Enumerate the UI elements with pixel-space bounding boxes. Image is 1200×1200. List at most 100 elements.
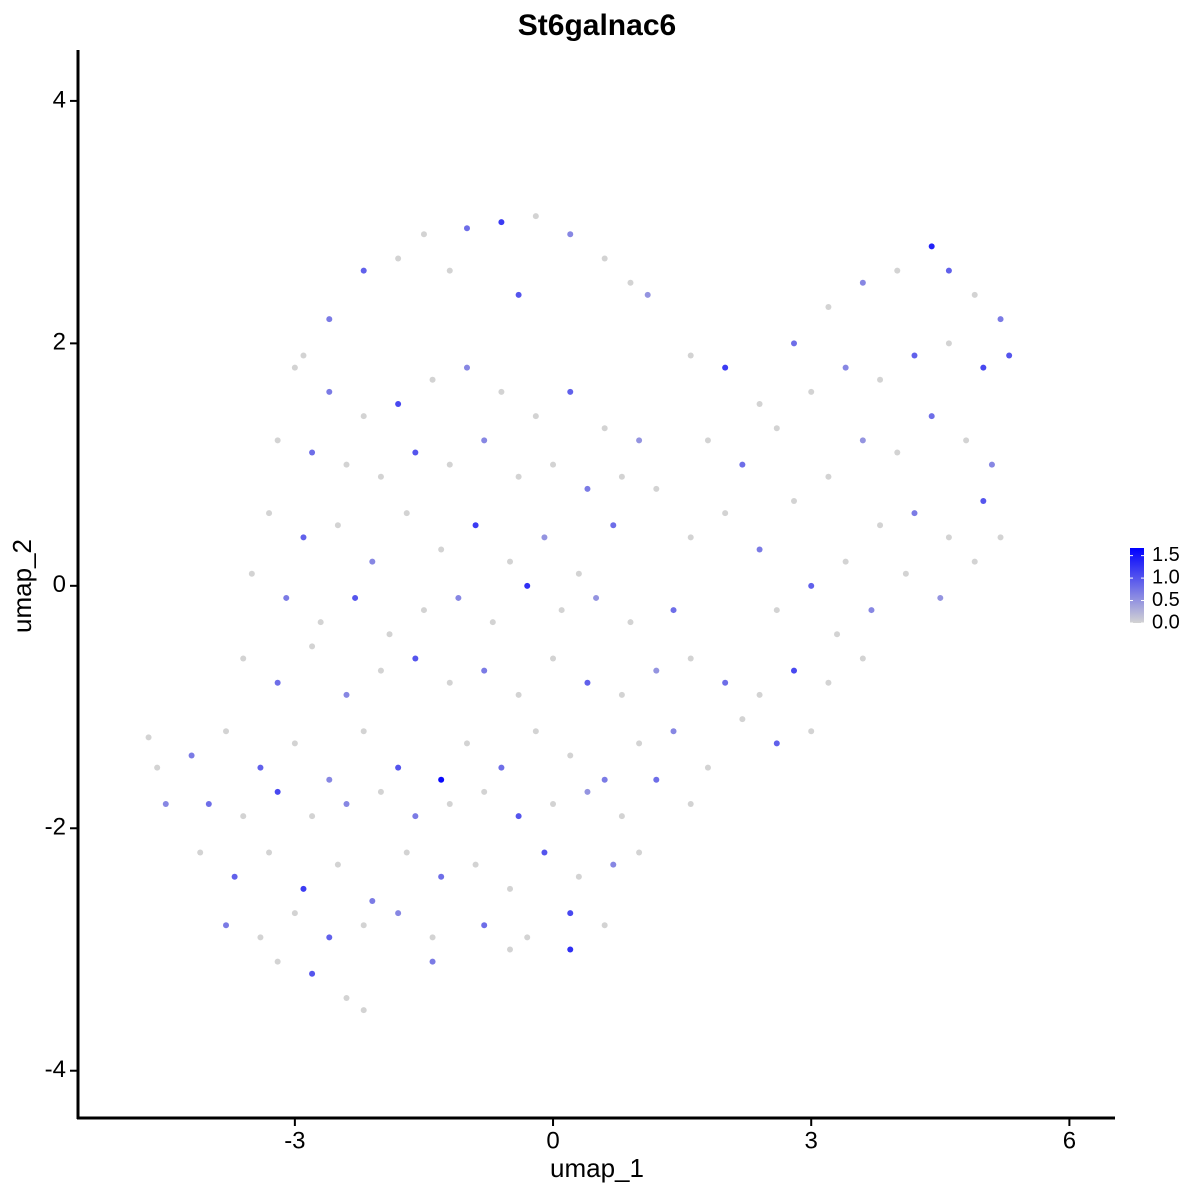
point: [773, 740, 780, 747]
point: [687, 534, 694, 541]
point: [636, 740, 643, 747]
point: [395, 400, 402, 407]
point: [610, 861, 617, 868]
point: [601, 776, 608, 783]
point: [515, 473, 522, 480]
point: [395, 764, 402, 771]
point: [395, 255, 402, 262]
point: [463, 740, 470, 747]
y-tick-label: 0: [53, 571, 66, 598]
point: [550, 801, 557, 808]
point: [386, 631, 393, 638]
point: [412, 813, 419, 820]
point: [567, 752, 574, 759]
point: [601, 922, 608, 929]
point: [481, 922, 488, 929]
point: [877, 522, 884, 529]
x-tick-label: -3: [284, 1127, 305, 1154]
point: [498, 764, 505, 771]
point: [283, 594, 290, 601]
point: [722, 679, 729, 686]
point: [945, 534, 952, 541]
point: [188, 752, 195, 759]
point: [438, 546, 445, 553]
point: [309, 970, 316, 977]
point: [300, 885, 307, 892]
point: [463, 225, 470, 232]
point: [515, 813, 522, 820]
x-tick-label: 3: [805, 1127, 818, 1154]
point: [541, 849, 548, 856]
point: [223, 728, 230, 735]
point: [593, 594, 600, 601]
point: [911, 510, 918, 517]
point: [756, 691, 763, 698]
point: [360, 728, 367, 735]
point: [438, 873, 445, 880]
point: [653, 776, 660, 783]
point: [808, 582, 815, 589]
point: [773, 425, 780, 432]
point: [610, 522, 617, 529]
point: [395, 910, 402, 917]
point: [687, 352, 694, 359]
point: [859, 279, 866, 286]
point: [507, 885, 514, 892]
point: [205, 801, 212, 808]
point: [808, 728, 815, 735]
point: [472, 861, 479, 868]
point: [558, 607, 565, 614]
y-tick-label: 4: [53, 86, 66, 113]
point: [507, 558, 514, 565]
point: [575, 570, 582, 577]
point: [231, 873, 238, 880]
point: [498, 219, 505, 226]
point: [343, 994, 350, 1001]
point: [988, 461, 995, 468]
point: [326, 776, 333, 783]
point: [291, 740, 298, 747]
point: [980, 364, 987, 371]
point: [687, 655, 694, 662]
point: [446, 461, 453, 468]
point: [326, 388, 333, 395]
point: [524, 934, 531, 941]
point: [472, 522, 479, 529]
point: [300, 534, 307, 541]
point: [463, 364, 470, 371]
point: [842, 364, 849, 371]
point: [334, 522, 341, 529]
point: [377, 473, 384, 480]
point: [429, 934, 436, 941]
point: [928, 243, 935, 250]
point: [532, 413, 539, 420]
point: [902, 570, 909, 577]
point: [928, 413, 935, 420]
point: [274, 788, 281, 795]
point: [859, 655, 866, 662]
point: [532, 213, 539, 220]
point: [722, 364, 729, 371]
point: [584, 485, 591, 492]
chart-title: St6galnac6: [518, 9, 676, 42]
point: [877, 376, 884, 383]
point: [945, 267, 952, 274]
point: [343, 801, 350, 808]
point: [412, 655, 419, 662]
point: [369, 898, 376, 905]
point: [584, 788, 591, 795]
point: [377, 667, 384, 674]
point: [980, 497, 987, 504]
point: [420, 607, 427, 614]
point: [326, 934, 333, 941]
point: [618, 473, 625, 480]
point: [627, 279, 634, 286]
point: [240, 655, 247, 662]
point: [343, 461, 350, 468]
point: [834, 631, 841, 638]
point: [739, 716, 746, 723]
point: [894, 449, 901, 456]
point: [791, 340, 798, 347]
point: [842, 558, 849, 565]
point: [524, 582, 531, 589]
